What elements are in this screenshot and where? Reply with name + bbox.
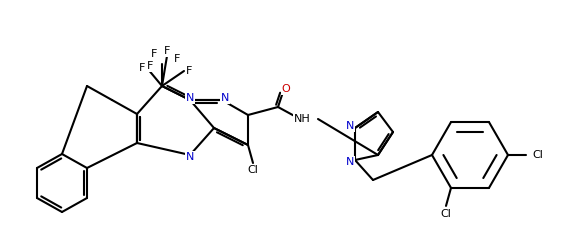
Text: N: N bbox=[346, 121, 354, 131]
Text: N: N bbox=[186, 152, 194, 162]
Text: F: F bbox=[186, 66, 192, 76]
Text: Cl: Cl bbox=[532, 150, 543, 160]
Text: N: N bbox=[221, 93, 229, 103]
Text: F: F bbox=[147, 61, 153, 71]
Text: Cl: Cl bbox=[247, 165, 259, 175]
Text: F: F bbox=[151, 49, 157, 59]
Text: N: N bbox=[346, 157, 354, 167]
Text: F: F bbox=[174, 54, 180, 64]
Text: F: F bbox=[139, 63, 145, 73]
Text: F: F bbox=[164, 46, 170, 56]
Text: NH: NH bbox=[294, 114, 311, 124]
Text: N: N bbox=[186, 93, 194, 103]
Text: O: O bbox=[281, 84, 290, 94]
Text: Cl: Cl bbox=[441, 209, 452, 219]
